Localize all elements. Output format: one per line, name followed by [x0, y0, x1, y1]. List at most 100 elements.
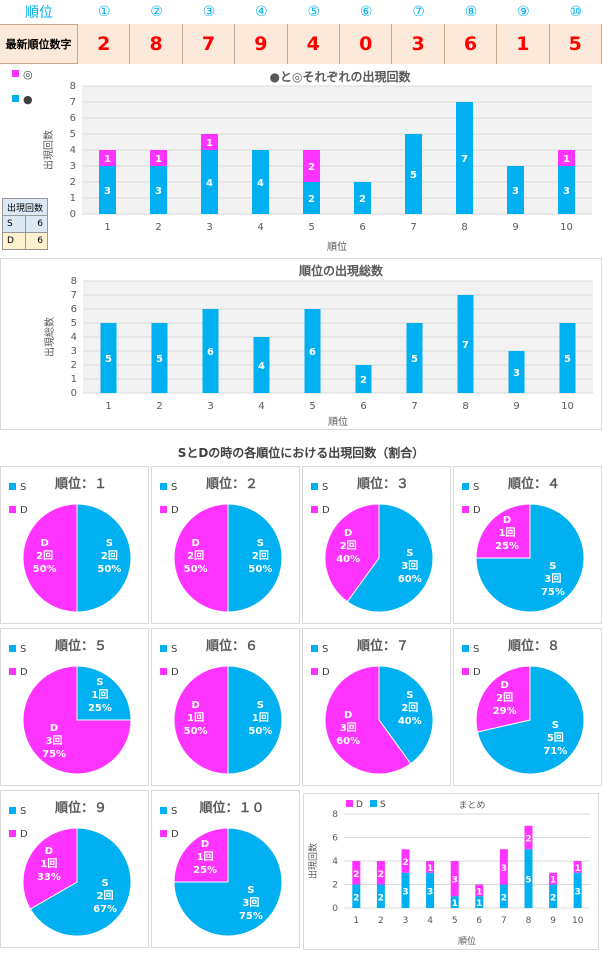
pie-label-d-name: D [191, 700, 199, 711]
pie-title: 順位：７ [357, 638, 409, 654]
chart1-bar-●-9 [507, 166, 524, 214]
summary-data-label: 3 [427, 887, 433, 897]
pie-panel-3: 順位：３ S D S 3回 60% D 2回 40% [302, 466, 451, 624]
pie-legend-swatch [462, 668, 469, 675]
summary-panel: 0 2 4 6 8 1 2 2 2 2 2 3 3 2 4 3 1 5 1 3 6 1 1 7 2 3 8 5 2 9 2 1 10 3 1 まとめ順… [303, 793, 599, 950]
chart1-legend-swatch [12, 70, 19, 77]
summary-bar-D-8 [524, 825, 533, 850]
digit-row-label: 最新順位数字 [0, 24, 78, 64]
chart1-xtick: 8 [461, 222, 467, 233]
pie-legend-swatch [311, 483, 318, 490]
chart2-xtick: 2 [156, 401, 162, 412]
pie-legend-swatch [9, 645, 16, 652]
chart1-xtick: 2 [155, 222, 161, 233]
pie-panel-1: 順位：１ S D S 2回 50% D 2回 50% [0, 466, 149, 624]
summary-data-label: 2 [402, 858, 408, 868]
pie-title: 順位：２ [206, 476, 258, 492]
pie-label-d-pct: 60% [336, 736, 360, 747]
pie-slice-s [227, 503, 283, 613]
chart2-data-label: 2 [360, 375, 367, 386]
rank-header-4: ④ [255, 4, 268, 20]
summary-bar-S-1 [352, 884, 361, 908]
pie-label-d-count: 1回 [499, 527, 516, 539]
rank-header-1: ① [97, 4, 111, 20]
rank-header-6: ⑥ [359, 4, 373, 20]
summary-xtick: 4 [427, 916, 433, 926]
chart1-ytick: 1 [70, 193, 76, 204]
pie-label-s-pct: 25% [88, 703, 112, 714]
pie-label-s-name: S [96, 677, 103, 688]
rank-header-9: ⑨ [517, 4, 530, 20]
pie-label-d-count: 2回 [496, 692, 513, 704]
pie-slice-s [346, 503, 434, 613]
pie-panel-4: 順位：４ S D S 3回 75% D 1回 25% [453, 466, 602, 624]
summary-legend-swatch [370, 800, 377, 807]
pie-label-d-count: 2回 [340, 540, 357, 552]
pie-label-s-pct: 75% [239, 911, 263, 922]
summary-data-label: 2 [501, 893, 507, 903]
pie-label-s-name: S [247, 885, 254, 896]
summary-xtick: 2 [378, 916, 384, 926]
summary-xtick: 5 [452, 916, 458, 926]
chart2-data-label: 7 [462, 340, 469, 351]
pie-legend-swatch [9, 807, 16, 814]
chart2-data-label: 6 [207, 347, 214, 358]
pie-label-d-count: 1回 [197, 851, 214, 863]
summary-ylabel: 出現回数 [307, 843, 319, 879]
chart1-ytick: 7 [70, 97, 76, 108]
summary-legend-swatch [346, 800, 353, 807]
chart2-xlabel: 順位 [328, 415, 348, 428]
pie-label-s-count: 2回 [97, 890, 114, 902]
pie-legend-swatch [311, 506, 318, 513]
digit-cell-6: 0 [340, 24, 393, 64]
chart1-bar-◎-10 [558, 150, 575, 166]
summary-bar-S-5 [450, 896, 459, 908]
chart1-xlabel: 順位 [327, 240, 347, 253]
chart1-legend-swatch [12, 95, 19, 102]
chart2-xtick: 9 [513, 401, 519, 412]
summary-bar-S-4 [426, 872, 435, 908]
chart1-data-label: 1 [206, 138, 213, 149]
chart1-data-label: 4 [206, 178, 213, 189]
pie-slice-d [173, 827, 229, 883]
summary-xtick: 3 [403, 916, 409, 926]
pie-label-s-count: 1回 [91, 689, 108, 701]
pie-label-s-count: 2回 [252, 550, 269, 562]
pie-legend-swatch [9, 483, 16, 490]
summary-svg: 0 2 4 6 8 1 2 2 2 2 2 3 3 2 4 3 1 5 1 3 6 1 1 7 2 3 8 5 2 9 2 1 10 3 1 まとめ順… [307, 800, 590, 947]
summary-data-label: 3 [501, 864, 507, 874]
pie-label-s-name: S [406, 548, 413, 559]
chart2-ytick: 0 [71, 388, 77, 399]
summary-bar-D-1 [352, 861, 361, 885]
summary-bar-S-8 [524, 849, 533, 908]
chart2-ytick: 5 [71, 318, 77, 329]
pie-legend-swatch [9, 830, 16, 837]
pie-slice-d [173, 503, 229, 613]
summary-data-label: 3 [575, 887, 581, 897]
chart1-ytick: 4 [70, 145, 76, 156]
pie-label-d-name: D [45, 846, 53, 857]
pie-label-d-count: 1回 [187, 712, 204, 724]
chart2-xtick: 3 [207, 401, 213, 412]
pie-label-s-pct: 60% [398, 574, 422, 585]
pie-panel-9: 順位：９ S D S 2回 67% D 1回 33% [0, 790, 149, 948]
pie-label-s-count: 3回 [242, 897, 259, 909]
pie-title: 順位：６ [206, 638, 258, 654]
pie-legend-label: D [171, 829, 179, 840]
pie-label-d-pct: 40% [336, 554, 360, 565]
chart2-ytick: 8 [71, 276, 77, 287]
pie-label-s-count: 3回 [401, 560, 418, 572]
rank-header-5: ⑤ [307, 4, 321, 20]
summary-data-label: 1 [550, 876, 556, 886]
chart2-bar-value-9 [508, 351, 525, 393]
pie-label-d-name: D [344, 528, 352, 539]
pie-label-s-pct: 50% [97, 564, 121, 575]
pie-slice-s [76, 665, 132, 721]
rank-header-7: ⑦ [412, 4, 425, 20]
chart2-bar-value-1 [100, 323, 117, 393]
pie-label-d-name: D [191, 538, 199, 549]
pie-legend-label: D [20, 505, 28, 516]
